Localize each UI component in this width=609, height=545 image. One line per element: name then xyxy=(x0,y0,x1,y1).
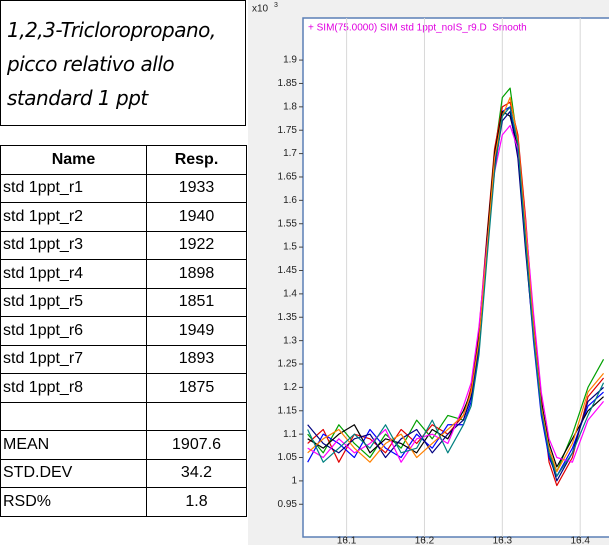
y-tick-label: 1.75 xyxy=(278,125,298,136)
table-row: std 1ppt_r3 1922 xyxy=(0,230,247,260)
x-tick-label: 16.2 xyxy=(415,536,435,545)
y-scale-prefix: x10 xyxy=(252,4,269,15)
table-cell: 1851 xyxy=(146,287,247,317)
table-cell: std 1ppt_r1 xyxy=(0,173,147,203)
table-row: std 1ppt_r2 1940 xyxy=(0,202,247,232)
y-tick-label: 1.8 xyxy=(283,101,297,112)
header-row: Name Resp. xyxy=(0,145,247,175)
table-cell: 1907.6 xyxy=(146,430,247,460)
x-tick-label: 16.3 xyxy=(493,536,513,545)
table-cell: std 1ppt_r6 xyxy=(0,316,147,346)
table-cell: std 1ppt_r8 xyxy=(0,373,147,403)
table-row: MEAN 1907.6 xyxy=(0,430,247,460)
y-tick-label: 1.45 xyxy=(278,265,298,276)
table-cell: MEAN xyxy=(0,430,147,460)
table-cell: 1898 xyxy=(146,259,247,289)
y-tick-label: 1 xyxy=(291,476,297,487)
header-cell: Resp. xyxy=(146,145,247,175)
table-cell: 1933 xyxy=(146,173,247,203)
table-cell: std 1ppt_r5 xyxy=(0,287,147,317)
y-tick-label: 1.25 xyxy=(278,359,298,370)
y-tick-label: 1.9 xyxy=(283,55,297,66)
y-tick-label: 1.05 xyxy=(278,452,298,463)
table-cell xyxy=(0,401,147,431)
trace xyxy=(307,106,605,477)
left-panel: 1,2,3-Tricloropropano, picco relativo al… xyxy=(0,0,248,545)
table-row: RSD% 1.8 xyxy=(0,487,247,517)
panel-title: 1,2,3-Tricloropropano, picco relativo al… xyxy=(0,0,246,126)
table-cell: 1.8 xyxy=(146,487,247,517)
table-cell: 1922 xyxy=(146,230,247,260)
y-tick-label: 0.95 xyxy=(278,499,298,510)
table-cell xyxy=(146,401,247,431)
table-cell: 34.2 xyxy=(146,458,247,488)
table-row: std 1ppt_r7 1893 xyxy=(0,344,247,374)
table-row: std 1ppt_r8 1875 xyxy=(0,373,247,403)
table-cell: std 1ppt_r3 xyxy=(0,230,147,260)
table-cell: 1893 xyxy=(146,344,247,374)
table-cell: RSD% xyxy=(0,487,147,517)
y-scale-exponent: 3 xyxy=(274,2,278,9)
plot-frame xyxy=(302,17,609,538)
table-cell: 1949 xyxy=(146,316,247,346)
x-tick-label: 16.4 xyxy=(570,536,590,545)
trace xyxy=(307,124,605,463)
table-cell: 1940 xyxy=(146,202,247,232)
header-cell: Name xyxy=(0,145,147,175)
plot-area xyxy=(307,87,605,487)
table-cell: std 1ppt_r4 xyxy=(0,259,147,289)
response-table: Name Resp. std 1ppt_r1 1933 std 1ppt_r2 194… xyxy=(0,145,247,517)
y-tick-label: 1.3 xyxy=(283,335,297,346)
table-cell: STD.DEV xyxy=(0,458,147,488)
table-row: STD.DEV 34.2 xyxy=(0,458,247,488)
table-row: std 1ppt_r6 1949 xyxy=(0,316,247,346)
trace xyxy=(307,96,605,473)
y-tick-label: 1.85 xyxy=(278,78,298,89)
y-tick-label: 1.2 xyxy=(283,382,297,393)
y-tick-label: 1.1 xyxy=(283,429,297,440)
table-row: std 1ppt_r1 1933 xyxy=(0,173,247,203)
y-tick-label: 1.55 xyxy=(278,218,298,229)
y-tick-label: 1.15 xyxy=(278,405,298,416)
table-row: std 1ppt_r5 1851 xyxy=(0,287,247,317)
table-cell: std 1ppt_r7 xyxy=(0,344,147,374)
table-row: std 1ppt_r4 1898 xyxy=(0,259,247,289)
table-row xyxy=(0,401,247,431)
table-cell: 1875 xyxy=(146,373,247,403)
y-tick-label: 1.4 xyxy=(283,289,297,300)
chart: x10 3 + SIM(75.0000) SIM std 1ppt_noIS_r… xyxy=(248,0,609,545)
table-cell: std 1ppt_r2 xyxy=(0,202,147,232)
y-tick-label: 1.7 xyxy=(283,148,297,159)
y-tick-label: 1.65 xyxy=(278,172,298,183)
y-tick-label: 1.5 xyxy=(283,242,297,253)
chart-title: + SIM(75.0000) SIM std 1ppt_noIS_r9.D Sm… xyxy=(308,23,527,34)
x-tick-label: 16.1 xyxy=(337,536,357,545)
table-body: Name Resp. std 1ppt_r1 1933 std 1ppt_r2 194… xyxy=(0,145,247,517)
y-tick-label: 1.35 xyxy=(278,312,298,323)
y-tick-label: 1.6 xyxy=(283,195,297,206)
